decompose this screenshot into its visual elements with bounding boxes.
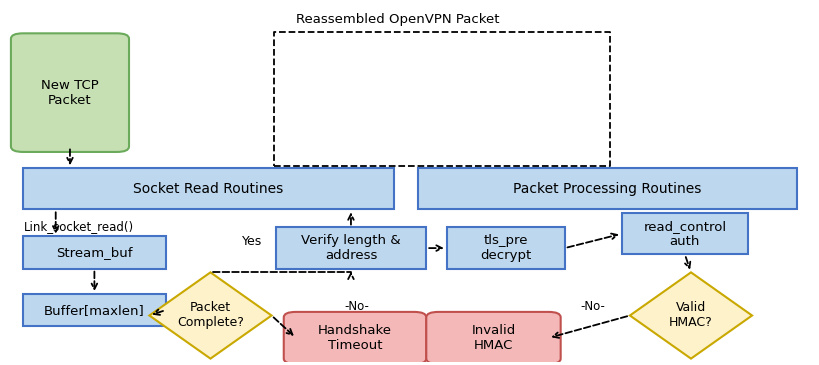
Text: Valid
HMAC?: Valid HMAC?	[668, 301, 712, 330]
Text: Packet
Complete?: Packet Complete?	[177, 301, 243, 330]
Text: Handshake
Timeout: Handshake Timeout	[318, 324, 391, 352]
FancyBboxPatch shape	[275, 227, 426, 269]
FancyBboxPatch shape	[418, 168, 796, 210]
Text: Link_socket_read(): Link_socket_read()	[24, 220, 134, 233]
Polygon shape	[149, 272, 271, 359]
Text: Packet Processing Routines: Packet Processing Routines	[513, 182, 701, 196]
FancyBboxPatch shape	[23, 237, 165, 269]
Text: tls_pre
decrypt: tls_pre decrypt	[479, 234, 531, 262]
Text: Socket Read Routines: Socket Read Routines	[133, 182, 283, 196]
FancyBboxPatch shape	[283, 312, 426, 364]
Text: Reassembled OpenVPN Packet: Reassembled OpenVPN Packet	[296, 13, 499, 26]
FancyBboxPatch shape	[426, 312, 560, 364]
Text: Buffer[maxlen]: Buffer[maxlen]	[44, 304, 145, 316]
Text: Stream_buf: Stream_buf	[56, 246, 133, 259]
Text: New TCP
Packet: New TCP Packet	[41, 78, 99, 107]
Text: Invalid
HMAC: Invalid HMAC	[471, 324, 515, 352]
FancyBboxPatch shape	[23, 168, 393, 210]
FancyBboxPatch shape	[23, 294, 165, 326]
Text: read_control
auth: read_control auth	[643, 220, 726, 248]
FancyBboxPatch shape	[446, 227, 564, 269]
Polygon shape	[629, 272, 751, 359]
Text: -No-: -No-	[580, 300, 605, 313]
FancyBboxPatch shape	[11, 33, 129, 152]
Text: Yes: Yes	[242, 235, 261, 248]
Text: -No-: -No-	[344, 300, 369, 313]
Text: Verify length &
address: Verify length & address	[301, 234, 400, 262]
FancyBboxPatch shape	[621, 213, 747, 254]
